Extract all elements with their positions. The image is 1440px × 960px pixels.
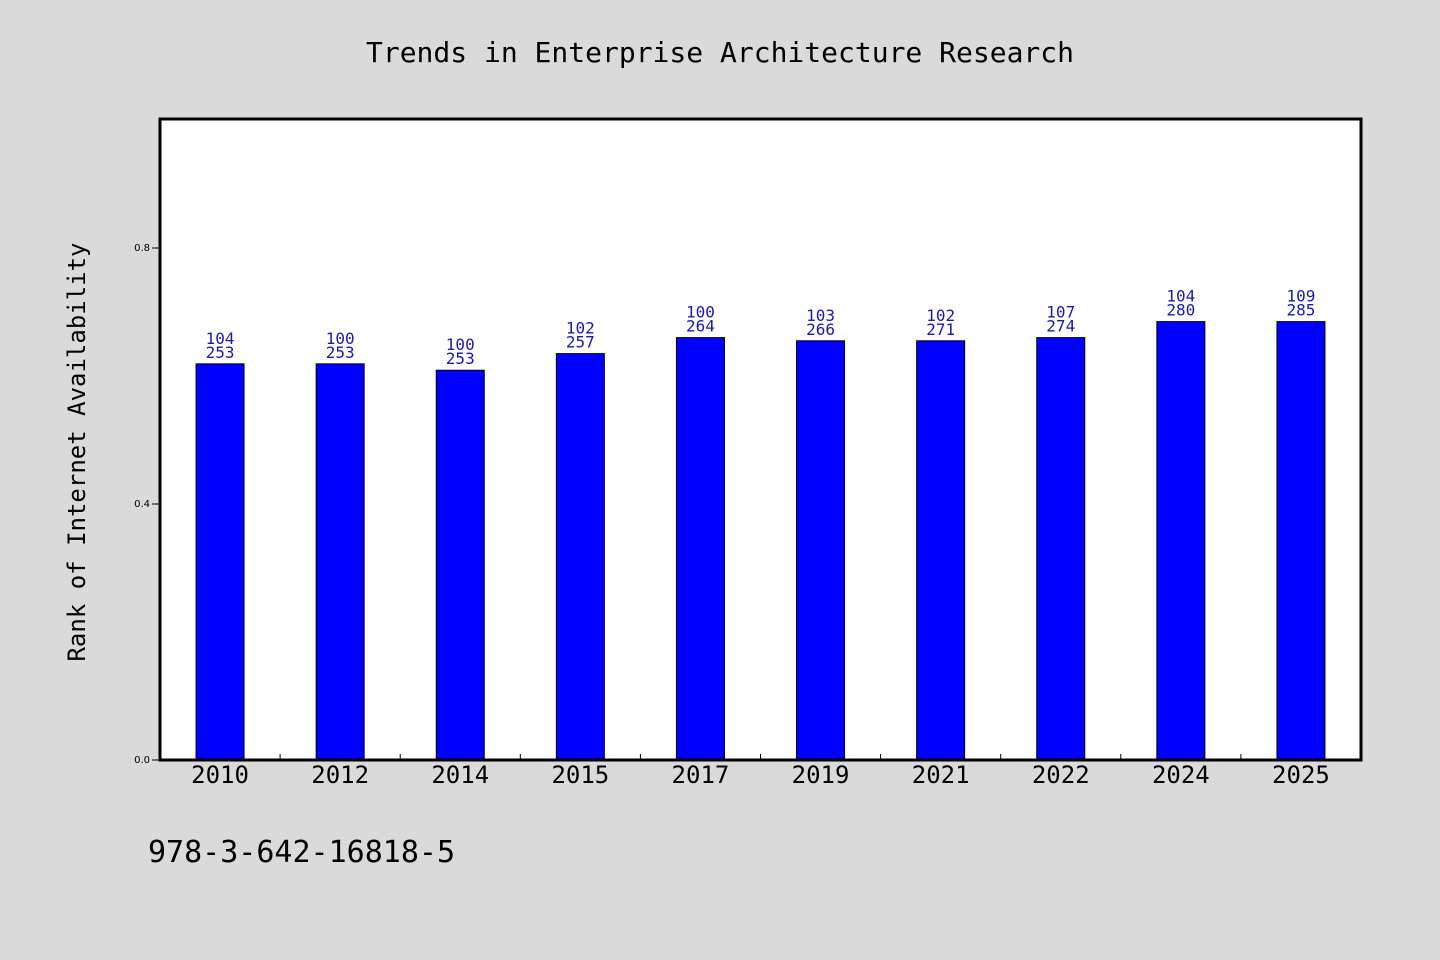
- data-label-bottom-2021: 271: [926, 320, 955, 339]
- bar-2022: [1036, 337, 1086, 761]
- data-label-top-2010: 104: [206, 329, 235, 348]
- bar-2024: [1156, 321, 1206, 761]
- data-label-top-2019: 103: [806, 306, 835, 325]
- data-label-top-2021: 102: [926, 306, 955, 325]
- x-tick-label-2014: 2014: [431, 761, 489, 789]
- data-label-bottom-2010: 253: [206, 343, 235, 362]
- data-label-bottom-2022: 274: [1046, 317, 1075, 336]
- x-tick-label-2022: 2022: [1032, 761, 1090, 789]
- bar-2014: [435, 369, 485, 761]
- data-label-top-2014: 100: [446, 335, 475, 354]
- x-tick-label-2019: 2019: [792, 761, 850, 789]
- bar-2025: [1276, 321, 1326, 761]
- x-tick-label-2012: 2012: [311, 761, 369, 789]
- data-label-top-2015: 102: [566, 319, 595, 338]
- y-tick-label-0.4: 0.4: [134, 499, 150, 510]
- bar-2021: [916, 340, 966, 761]
- chart-title: Trends in Enterprise Architecture Resear…: [366, 36, 1074, 69]
- data-label-bottom-2017: 264: [686, 317, 715, 336]
- plot-frame: [158, 117, 1363, 762]
- data-label-bottom-2024: 280: [1166, 301, 1195, 320]
- data-label-bottom-2025: 285: [1286, 301, 1315, 320]
- data-label-top-2022: 107: [1046, 303, 1075, 322]
- data-label-bottom-2019: 266: [806, 320, 835, 339]
- data-label-top-2024: 104: [1166, 287, 1195, 306]
- y-tick-label-0.0: 0.0: [134, 755, 150, 766]
- data-label-bottom-2012: 253: [326, 343, 355, 362]
- y-tick-label-0.8: 0.8: [134, 243, 150, 254]
- data-label-top-2025: 109: [1286, 287, 1315, 306]
- x-tick-label-2024: 2024: [1152, 761, 1210, 789]
- ticks-layer: 2010 2012 2014 2015 2017 2019 2021 2022 2024 2025…: [134, 243, 1330, 789]
- bar-2012: [315, 363, 365, 761]
- x-tick-label-2021: 2021: [912, 761, 970, 789]
- bar-2019: [796, 340, 846, 761]
- x-tick-label-2017: 2017: [672, 761, 730, 789]
- data-label-top-2017: 100: [686, 303, 715, 322]
- data-label-bottom-2014: 253: [446, 349, 475, 368]
- bar-2010: [195, 363, 245, 761]
- y-axis-label: Rank of Internet Availability: [63, 242, 91, 661]
- data-label-top-2012: 100: [326, 329, 355, 348]
- data-label-bottom-2015: 257: [566, 333, 595, 352]
- bar-2017: [675, 337, 725, 761]
- x-tick-label-2025: 2025: [1272, 761, 1330, 789]
- x-tick-label-2010: 2010: [191, 761, 249, 789]
- bar-2015: [555, 353, 605, 761]
- footer-isbn: 978-3-642-16818-5: [148, 835, 455, 870]
- x-tick-label-2015: 2015: [551, 761, 609, 789]
